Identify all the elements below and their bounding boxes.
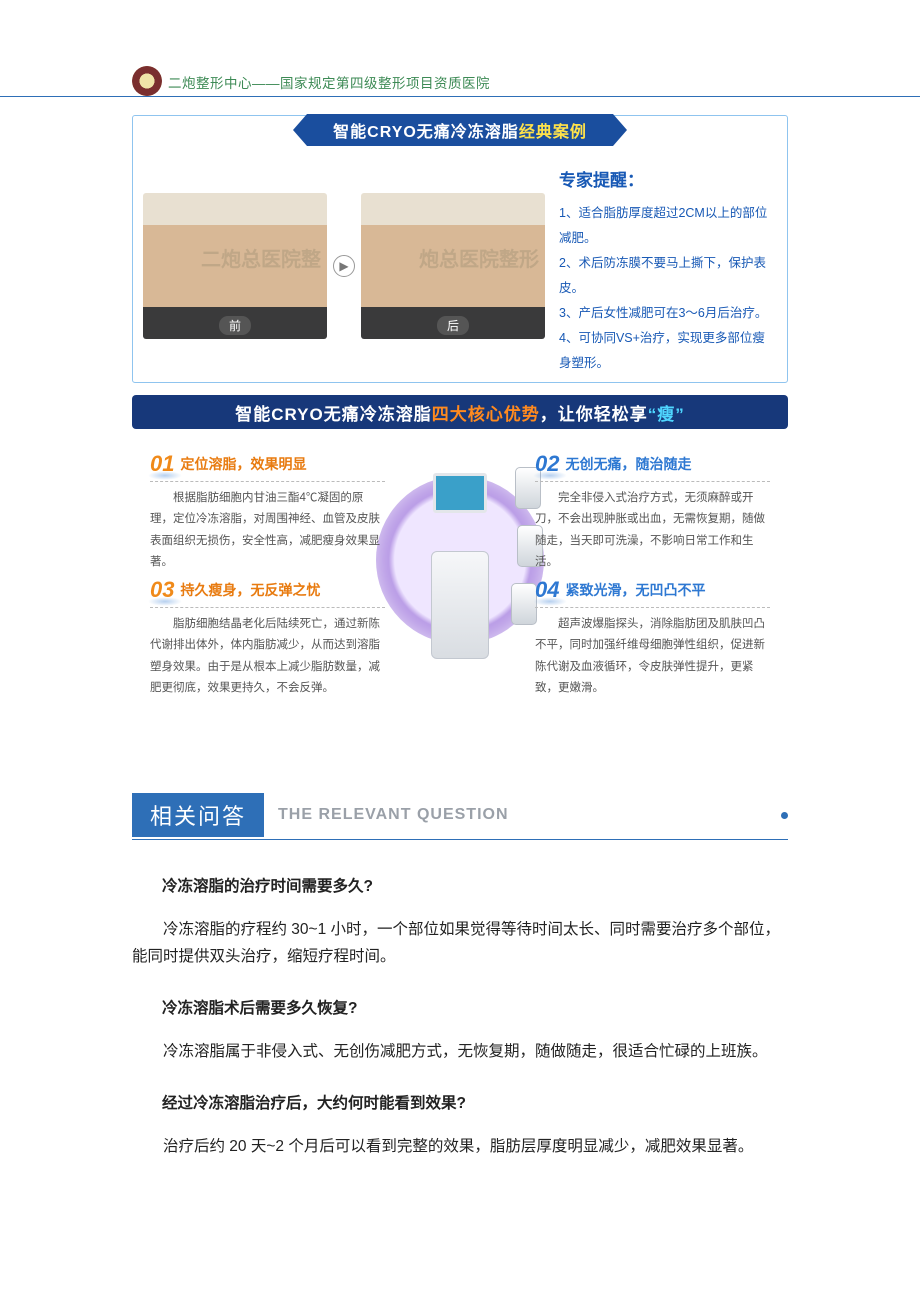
faq-answer: 治疗后约 20 天~2 个月后可以看到完整的效果，脂肪层厚度明显减少，减肥效果显…	[132, 1133, 788, 1160]
faq-badge: 相关问答	[132, 793, 264, 837]
advantage-name: 定位溶脂，效果明显	[180, 454, 306, 474]
advantages-title-wrap: 智能CRYO无痛冷冻溶脂 四大核心优势 ，让你轻松享 “瘦”	[132, 395, 788, 429]
triangle-right-icon	[613, 114, 627, 146]
header-text: 二炮整形中心——国家规定第四级整形项目资质医院	[168, 72, 490, 92]
device-illustration	[375, 455, 545, 665]
dot-icon	[781, 812, 788, 819]
faq-question: 冷冻溶脂术后需要多久恢复?	[162, 996, 788, 1018]
faq-header: 相关问答 THE RELEVANT QUESTION	[132, 793, 788, 840]
advantage-item: 01 定位溶脂，效果明显 根据脂肪细胞内甘油三酯4℃凝固的原理，定位冷冻溶脂，对…	[150, 451, 385, 573]
case-section: 智能CRYO无痛冷冻溶脂 经典案例 二炮总医院整 前 ▶ 炮总医院整形 后 专家…	[132, 115, 788, 383]
faq-answer: 冷冻溶脂的疗程约 30~1 小时，一个部位如果觉得等待时间太长、同时需要治疗多个…	[132, 916, 788, 970]
tip-item: 4、可协同VS+治疗，实现更多部位瘦身塑形。	[559, 326, 777, 376]
advantage-desc: 脂肪细胞结晶老化后陆续死亡，通过新陈代谢排出体外，体内脂肪减少，从而达到溶脂塑身…	[150, 614, 385, 699]
advantages-title: 智能CRYO无痛冷冻溶脂 四大核心优势 ，让你轻松享 “瘦”	[132, 395, 788, 429]
after-image: 炮总医院整形 后	[361, 193, 545, 339]
case-title-yellow: 经典案例	[519, 118, 587, 142]
case-title-white: 智能CRYO无痛冷冻溶脂	[333, 118, 519, 142]
advantage-name: 持久瘦身，无反弹之忧	[180, 580, 320, 600]
triangle-left-icon	[293, 114, 307, 146]
faq-section: 相关问答 THE RELEVANT QUESTION 冷冻溶脂的治疗时间需要多久…	[132, 793, 788, 1161]
device-probe-icon	[511, 583, 537, 625]
before-after-images: 二炮总医院整 前 ▶ 炮总医院整形 后	[143, 156, 545, 376]
case-body: 二炮总医院整 前 ▶ 炮总医院整形 后 专家提醒： 1、适合脂肪厚度超过2CM以…	[133, 148, 787, 376]
advantage-item: 03 持久瘦身，无反弹之忧 脂肪细胞结晶老化后陆续死亡，通过新陈代谢排出体外，体…	[150, 577, 385, 699]
expert-tips: 专家提醒： 1、适合脂肪厚度超过2CM以上的部位减肥。 2、术后防冻膜不要马上撕…	[559, 156, 777, 376]
advantage-item: 02 无创无痛，随治随走 完全非侵入式治疗方式，无须麻醉或开刀，不会出现肿胀或出…	[535, 451, 770, 573]
adv-title-seg: 四大核心优势	[432, 400, 540, 425]
advantages-grid: 01 定位溶脂，效果明显 根据脂肪细胞内甘油三酯4℃凝固的原理，定位冷冻溶脂，对…	[150, 451, 770, 711]
device-screen-icon	[433, 473, 487, 513]
before-image: 二炮总医院整 前	[143, 193, 327, 339]
advantage-number: 02	[535, 451, 559, 477]
adv-title-seg: ，让你轻松享	[540, 400, 648, 425]
advantage-name: 无创无痛，随治随走	[565, 454, 691, 474]
faq-question: 经过冷冻溶脂治疗后，大约何时能看到效果?	[162, 1091, 788, 1113]
tip-item: 3、产后女性减肥可在3～6月后治疗。	[559, 301, 777, 326]
advantage-number: 03	[150, 577, 174, 603]
device-body-icon	[431, 551, 489, 659]
case-title-bar: 智能CRYO无痛冷冻溶脂 经典案例	[293, 114, 627, 146]
advantage-desc: 完全非侵入式治疗方式，无须麻醉或开刀，不会出现肿胀或出血，无需恢复期，随做随走，…	[535, 488, 770, 573]
advantage-desc: 根据脂肪细胞内甘油三酯4℃凝固的原理，定位冷冻溶脂，对周围神经、血管及皮肤表面组…	[150, 488, 385, 573]
watermark: 二炮总医院整	[201, 243, 321, 272]
faq-question: 冷冻溶脂的治疗时间需要多久?	[162, 874, 788, 896]
faq-answer: 冷冻溶脂属于非侵入式、无创伤减肥方式，无恢复期，随做随走，很适合忙碌的上班族。	[132, 1038, 788, 1065]
tip-item: 1、适合脂肪厚度超过2CM以上的部位减肥。	[559, 201, 777, 251]
tip-item: 2、术后防冻膜不要马上撕下，保护表皮。	[559, 251, 777, 301]
adv-title-seg: 智能CRYO无痛冷冻溶脂	[235, 400, 432, 425]
logo-icon	[132, 66, 162, 96]
watermark: 炮总医院整形	[419, 243, 539, 272]
page-header: 二炮整形中心——国家规定第四级整形项目资质医院	[0, 0, 920, 97]
advantage-name: 紧致光滑，无凹凸不平	[565, 580, 705, 600]
arrow-right-icon: ▶	[333, 255, 355, 277]
advantage-number: 04	[535, 577, 559, 603]
before-label: 前	[219, 316, 251, 335]
after-label: 后	[437, 316, 469, 335]
faq-subtitle: THE RELEVANT QUESTION	[278, 806, 509, 824]
advantage-item: 04 紧致光滑，无凹凸不平 超声波爆脂探头，消除脂肪团及肌肤凹凸不平，同时加强纤…	[535, 577, 770, 699]
case-title: 智能CRYO无痛冷冻溶脂 经典案例	[307, 114, 613, 146]
adv-title-seg: “瘦”	[648, 400, 685, 425]
advantage-desc: 超声波爆脂探头，消除脂肪团及肌肤凹凸不平，同时加强纤维母细胞弹性组织，促进新陈代…	[535, 614, 770, 699]
advantage-number: 01	[150, 451, 174, 477]
faq-body: 冷冻溶脂的治疗时间需要多久? 冷冻溶脂的疗程约 30~1 小时，一个部位如果觉得…	[132, 840, 788, 1161]
tips-title: 专家提醒：	[559, 166, 777, 191]
